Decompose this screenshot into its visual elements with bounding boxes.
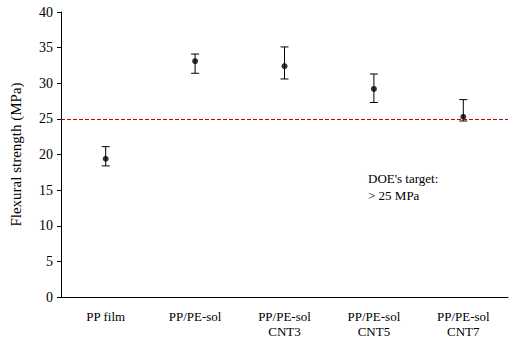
svg-text:30: 30: [39, 76, 53, 91]
svg-text:15: 15: [39, 183, 53, 198]
svg-text:CNT7: CNT7: [447, 324, 480, 339]
svg-text:PP/PE-sol: PP/PE-sol: [348, 309, 401, 324]
svg-text:35: 35: [39, 40, 53, 55]
svg-text:CNT5: CNT5: [358, 324, 391, 339]
svg-text:40: 40: [39, 5, 53, 20]
svg-text:PP/PE-sol: PP/PE-sol: [169, 309, 222, 324]
svg-text:5: 5: [46, 254, 53, 269]
svg-text:Flexural strength (MPa): Flexural strength (MPa): [8, 82, 25, 226]
svg-text:PP/PE-sol: PP/PE-sol: [258, 309, 311, 324]
svg-text:20: 20: [39, 147, 53, 162]
svg-text:PP/PE-sol: PP/PE-sol: [437, 309, 490, 324]
svg-text:PP film: PP film: [86, 309, 125, 324]
svg-text:25: 25: [39, 111, 53, 126]
svg-text:0: 0: [46, 290, 53, 305]
svg-text:10: 10: [39, 218, 53, 233]
svg-text:CNT3: CNT3: [268, 324, 301, 339]
svg-text:DOE's target:: DOE's target:: [368, 171, 438, 186]
svg-text:> 25 MPa: > 25 MPa: [368, 188, 420, 203]
